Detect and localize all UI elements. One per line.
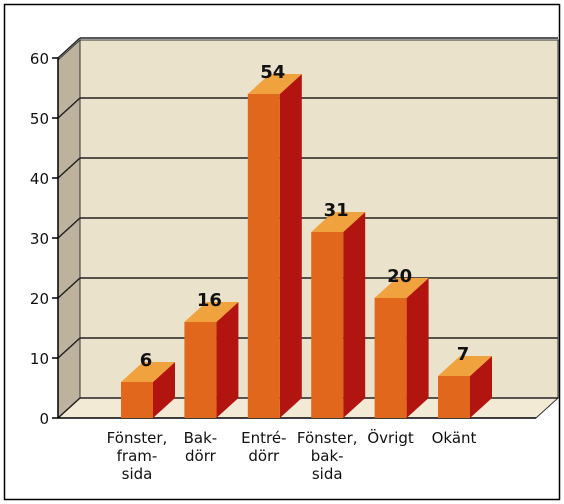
x-tick-label: Bak-dörr — [184, 429, 218, 465]
grid-line — [57, 277, 81, 299]
bar-top — [311, 212, 366, 232]
y-tick-label: 0 — [39, 410, 49, 428]
grid-line — [57, 37, 81, 59]
bar-top — [184, 302, 239, 322]
bar-side — [216, 302, 239, 418]
y-tick-label: 60 — [30, 50, 49, 68]
grid-line — [57, 157, 81, 179]
grid-line — [57, 397, 81, 419]
y-tick-label: 40 — [30, 170, 49, 188]
bar-side — [406, 278, 429, 418]
bar — [438, 376, 470, 418]
value-label: 16 — [197, 290, 222, 311]
x-tick-label: Fönster, fram-sida — [107, 429, 168, 483]
bar-top — [438, 356, 492, 376]
bar — [247, 94, 280, 418]
y-tick-label: 10 — [30, 350, 49, 368]
x-tick-label: Fönster, bak-sida — [297, 429, 358, 483]
y-tick-label: 30 — [30, 230, 49, 248]
grid-line — [57, 337, 81, 359]
bar-top — [247, 74, 302, 94]
bar-side — [153, 362, 175, 418]
grid-line — [57, 97, 81, 119]
y-tick-label: 20 — [30, 290, 49, 308]
grid-line — [57, 217, 81, 239]
x-tick-label: Entré-dörr — [241, 429, 286, 465]
value-label: 54 — [260, 62, 285, 83]
bar — [121, 382, 153, 418]
bar — [374, 298, 407, 418]
x-tick-label: Övrigt — [367, 428, 414, 447]
bar — [311, 232, 344, 418]
x-tick-label: Okänt — [432, 429, 477, 447]
bar-side — [279, 74, 302, 418]
bar-top — [121, 362, 175, 382]
bar — [184, 322, 217, 418]
y-tick-label: 50 — [30, 110, 49, 128]
bar-top — [374, 278, 429, 298]
value-label: 20 — [387, 266, 412, 287]
value-label: 6 — [140, 350, 153, 371]
bar-side — [470, 356, 492, 418]
value-label: 31 — [324, 200, 349, 221]
bar-side — [343, 212, 366, 418]
value-label: 7 — [457, 344, 470, 365]
